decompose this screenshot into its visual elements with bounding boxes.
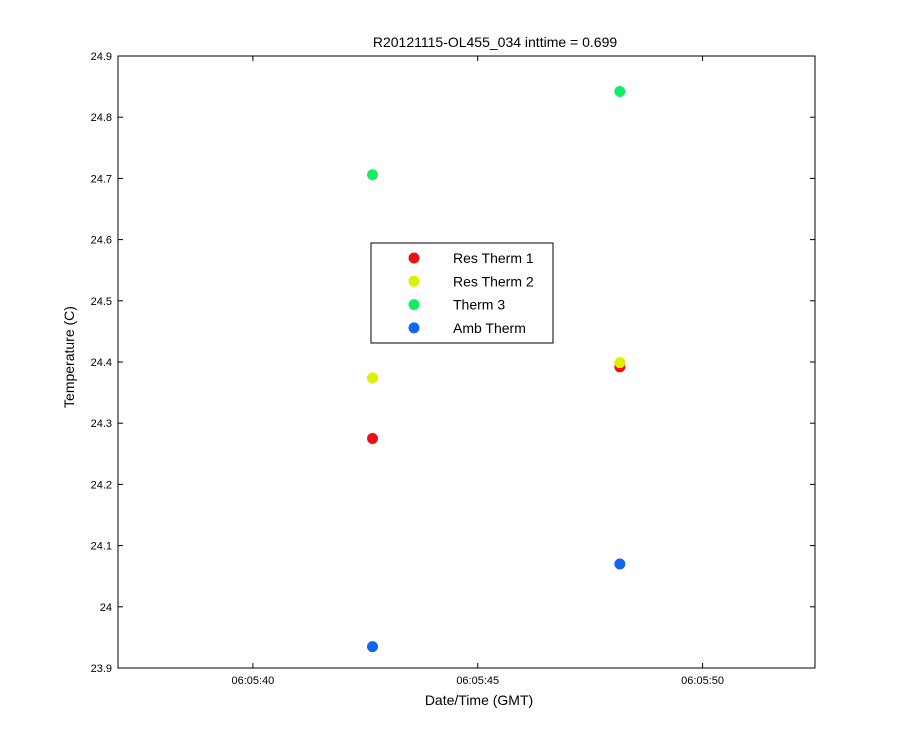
x-tick-label: 06:05:40 xyxy=(231,675,274,687)
plot-area xyxy=(117,55,816,669)
y-tick-label: 24 xyxy=(100,602,112,614)
legend-marker xyxy=(408,275,420,287)
y-tick-label: 24.1 xyxy=(91,541,112,553)
legend-marker xyxy=(408,322,420,334)
data-point xyxy=(367,372,379,384)
legend-label: Therm 3 xyxy=(453,297,505,313)
legend-label: Res Therm 1 xyxy=(453,250,534,266)
legend-marker xyxy=(408,299,420,311)
x-axis-label: Date/Time (GMT) xyxy=(425,692,533,708)
x-tick-label: 06:05:50 xyxy=(681,675,724,687)
data-point xyxy=(367,169,379,181)
y-tick-label: 24.5 xyxy=(91,296,112,308)
data-point xyxy=(614,357,626,369)
data-point xyxy=(614,558,626,570)
chart-title: R20121115-OL455_034 inttime = 0.699 xyxy=(373,34,617,50)
data-point xyxy=(367,433,379,444)
legend-box xyxy=(370,242,554,344)
data-point xyxy=(367,641,379,653)
y-tick-label: 24.3 xyxy=(91,418,112,430)
legend-marker xyxy=(408,252,420,264)
y-axis-label: Temperature (C) xyxy=(61,306,77,408)
y-tick-label: 24.8 xyxy=(91,112,112,124)
legend-label: Res Therm 2 xyxy=(453,273,534,289)
y-axis: 23.9 24 24.1 24.2 24.3 24.4 24.5 24.6 24.7 24.8 24… xyxy=(91,51,815,675)
legend: Res Therm 1 Res Therm 2 Therm 3 Amb Therm xyxy=(370,242,554,344)
y-tick-label: 24.9 xyxy=(91,51,112,63)
y-tick-label: 24.7 xyxy=(91,173,112,185)
y-tick-label: 24.2 xyxy=(91,479,112,491)
y-tick-label: 24.4 xyxy=(91,357,112,369)
data-points xyxy=(367,85,626,653)
x-axis: 06:05:40 06:05:45 06:05:50 xyxy=(231,56,724,687)
y-tick-label: 24.6 xyxy=(91,235,112,247)
x-tick-label: 06:05:45 xyxy=(456,675,499,687)
y-tick-label: 23.9 xyxy=(91,663,112,675)
data-point xyxy=(614,85,626,97)
legend-label: Amb Therm xyxy=(453,320,526,336)
